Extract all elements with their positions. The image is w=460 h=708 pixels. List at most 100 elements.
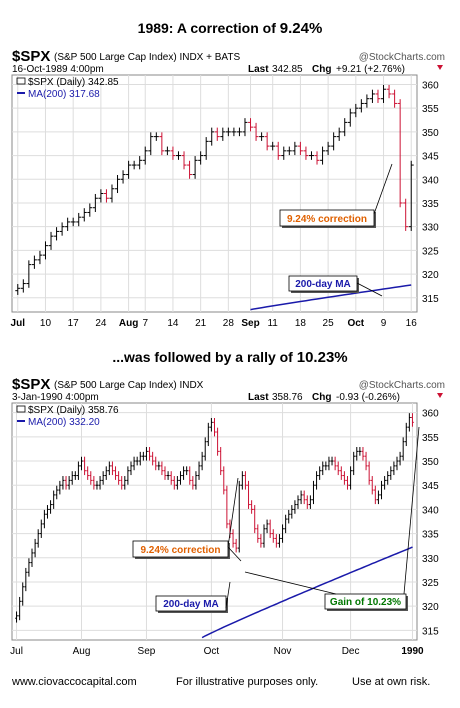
y-tick-label: 355 [422, 433, 439, 444]
price-bar [194, 471, 198, 490]
price-bar [336, 461, 340, 476]
price-bar [231, 127, 237, 137]
callout-pointer [373, 163, 393, 215]
price-bar [172, 476, 176, 490]
price-bar [80, 456, 83, 471]
price-bar [259, 534, 263, 548]
x-tick-label: Dec [342, 646, 360, 657]
y-tick-label: 330 [422, 554, 439, 565]
price-bar [314, 151, 320, 165]
price-bar [18, 596, 22, 621]
x-tick-label: 7 [142, 318, 148, 329]
last-value: 342.85 [272, 64, 303, 75]
price-bar [77, 461, 80, 480]
price-bar [250, 500, 254, 514]
price-bar [138, 451, 142, 466]
price-bar [15, 284, 21, 295]
price-bar [37, 250, 43, 265]
price-bar [225, 485, 229, 529]
legend-price-label: $SPX (Daily) 342.85 [28, 77, 119, 88]
price-bar [347, 108, 353, 127]
x-tick-label: 17 [68, 318, 80, 329]
price-bar [49, 500, 52, 514]
price-bar [70, 217, 76, 227]
price-bar [325, 141, 331, 156]
price-bar [367, 461, 371, 485]
price-bar [126, 160, 132, 179]
callout-label: 200-day MA [295, 279, 351, 290]
y-tick-label: 350 [422, 457, 439, 468]
price-bar [361, 447, 365, 461]
price-bar [98, 189, 104, 203]
price-bar [284, 514, 288, 534]
x-tick-label: Sep [138, 646, 156, 657]
price-bar [389, 466, 393, 480]
price-bar [408, 160, 414, 231]
x-tick-label: Aug [73, 646, 91, 657]
price-bar [265, 519, 269, 534]
x-tick-label: 1990 [401, 646, 424, 657]
symbol-label: $SPX [12, 48, 50, 65]
price-bar [308, 151, 314, 160]
price-bar [397, 99, 403, 208]
price-bar [109, 184, 115, 203]
callout-pointer [356, 282, 383, 297]
price-bar [36, 529, 40, 548]
price-bar [214, 127, 220, 141]
price-bar [320, 146, 326, 165]
price-bar [327, 456, 331, 471]
price-bar [159, 132, 165, 156]
callout-box [324, 593, 407, 610]
price-bar [242, 118, 248, 137]
price-bar [358, 447, 362, 456]
y-tick-label: 345 [422, 481, 439, 492]
chg-label: Chg [312, 64, 331, 75]
price-bar [42, 509, 46, 529]
price-bar [131, 160, 137, 170]
footer-site: www.ciovaccocapital.com [12, 676, 137, 688]
price-bar [21, 582, 25, 606]
price-bar [234, 538, 238, 553]
price-bar [30, 548, 34, 567]
x-tick-label: Aug [119, 318, 138, 329]
price-bar [197, 461, 201, 480]
price-bar [253, 505, 257, 534]
price-bar [210, 417, 213, 432]
callout-pointer [225, 581, 231, 609]
chg-value: -0.93 (-0.26%) [336, 392, 400, 403]
chart-1990-rally: $SPX (S&P 500 Large Cap Index) INDX @Stock… [10, 376, 445, 657]
price-bar [380, 480, 383, 500]
price-bar [200, 451, 204, 471]
price-bar [142, 146, 148, 165]
price-bar [383, 476, 387, 490]
y-tick-label: 340 [422, 175, 439, 186]
price-bar [157, 461, 161, 471]
x-tick-label: 10 [40, 318, 52, 329]
price-bar [401, 437, 405, 461]
callout-label: 200-day MA [163, 599, 219, 610]
headline-mid: ...was followed by a rally of 10.23% [0, 349, 460, 366]
x-tick-label: 28 [223, 318, 235, 329]
price-bar [293, 500, 297, 514]
price-bar [120, 476, 124, 490]
y-tick-label: 330 [422, 223, 439, 234]
price-bar [61, 476, 65, 490]
price-bar [268, 519, 272, 538]
y-tick-label: 360 [422, 409, 439, 420]
price-bar [126, 466, 130, 485]
price-bar [342, 118, 348, 137]
legend-ma-label: MA(200) 317.68 [28, 89, 100, 100]
price-bar [349, 466, 352, 490]
y-tick-label: 345 [422, 152, 439, 163]
price-bar [364, 451, 368, 471]
price-bar [262, 524, 266, 548]
headline-top-pct: 9.24% [279, 20, 323, 37]
price-bar [404, 422, 408, 447]
price-bar [381, 84, 387, 103]
headline-top: 1989: A correction of 9.24% [0, 20, 460, 37]
last-label: Last [248, 392, 269, 403]
y-tick-label: 315 [422, 626, 439, 637]
price-bar [343, 471, 346, 485]
price-bar [270, 141, 276, 151]
price-bar [170, 146, 176, 160]
